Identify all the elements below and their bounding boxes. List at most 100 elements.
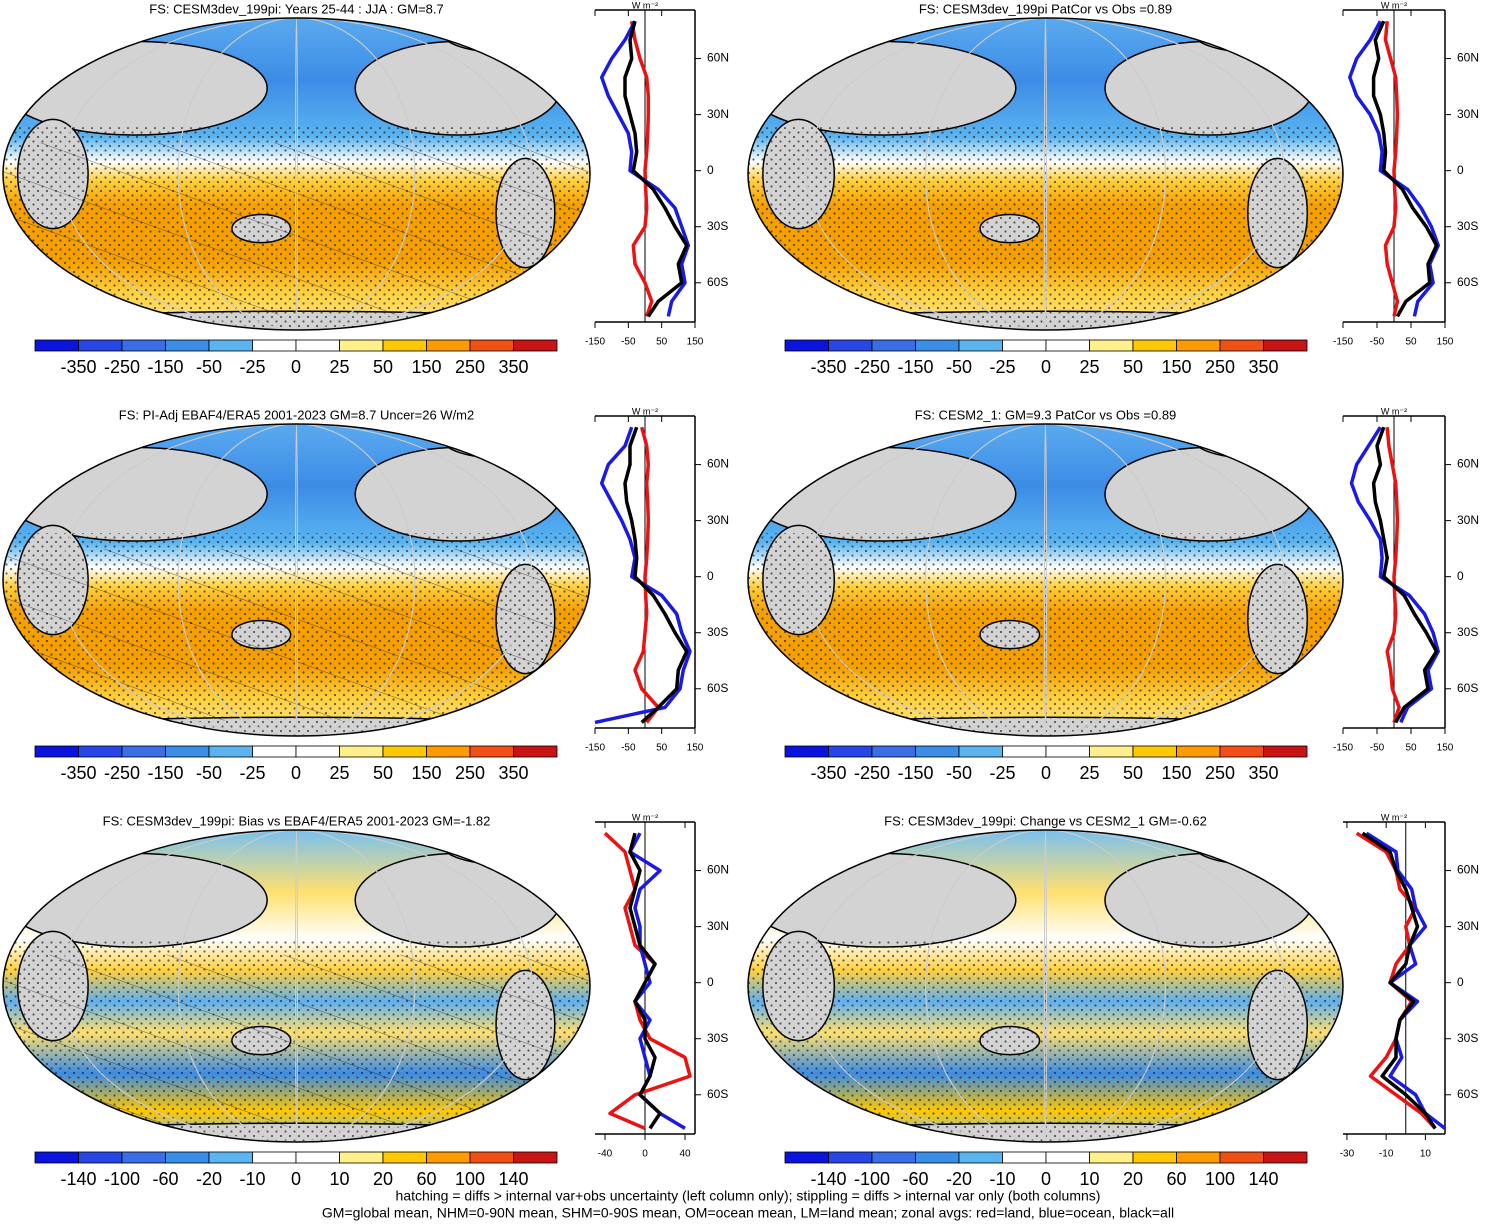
- colorbar-box: [426, 339, 471, 352]
- y-tick-label: 0: [1457, 569, 1464, 583]
- colorbar-box: [915, 745, 960, 758]
- colorbar-label: 150: [411, 763, 441, 783]
- colorbar-label: 140: [498, 1169, 528, 1189]
- colorbar-label: 20: [373, 1169, 393, 1189]
- colorbar-label: 50: [373, 357, 393, 377]
- colorbar-box: [1089, 745, 1134, 758]
- colorbar-label: -50: [946, 357, 972, 377]
- colorbar-box: [121, 339, 166, 352]
- map-title: FS: PI-Adj EBAF4/ERA5 2001-2023 GM=8.7 U…: [119, 407, 475, 422]
- y-tick-label: 60N: [707, 863, 729, 877]
- y-tick-label: 0: [707, 569, 714, 583]
- land: [442, 830, 562, 866]
- colorbar-label: 25: [329, 763, 349, 783]
- graticule: [177, 18, 416, 330]
- graticule: [925, 424, 1166, 736]
- colorbar-label: -25: [239, 763, 265, 783]
- colorbar-label: 25: [1079, 763, 1099, 783]
- colorbar-box: [208, 339, 253, 352]
- colorbar-box: [784, 339, 829, 352]
- y-tick-label: 0: [707, 975, 714, 989]
- x-tick-label: -50: [1370, 337, 1385, 348]
- land: [354, 40, 562, 136]
- colorbar-box: [34, 1151, 79, 1164]
- x-tick-label: -30: [1340, 1149, 1355, 1160]
- colorbar-box: [1263, 339, 1308, 352]
- land: [1104, 852, 1314, 948]
- colorbar-label: -100: [104, 1169, 140, 1189]
- colorbar-label: 100: [1205, 1169, 1235, 1189]
- colorbar-box: [252, 1151, 297, 1164]
- y-tick-label: 30S: [707, 219, 728, 233]
- zonal-line: [1349, 426, 1440, 724]
- colorbar-label: -250: [104, 763, 140, 783]
- graticule: [806, 18, 1285, 330]
- y-tick-label: 60N: [1457, 457, 1479, 471]
- colorbar-label: -250: [104, 357, 140, 377]
- graticule: [925, 18, 1166, 330]
- zonal-line: [1355, 831, 1437, 1130]
- colorbar-label: -350: [810, 763, 846, 783]
- colorbar-label: 100: [455, 1169, 485, 1189]
- y-tick-label: 60S: [1457, 1087, 1478, 1101]
- land: [1193, 424, 1314, 460]
- colorbar-box: [295, 339, 340, 352]
- colorbar-box: [382, 745, 427, 758]
- colorbar-box: [958, 1151, 1003, 1164]
- y-tick-label: 60S: [1457, 275, 1478, 289]
- colorbar-box: [1263, 1151, 1308, 1164]
- colorbar-box: [784, 1151, 829, 1164]
- colorbar-box: [784, 745, 829, 758]
- graticule: [1044, 18, 1047, 330]
- colorbar-label: -10: [989, 1169, 1015, 1189]
- x-tick-label: -150: [1333, 337, 1353, 348]
- graticule: [295, 424, 298, 736]
- colorbar-label: -25: [239, 357, 265, 377]
- colorbar-label: -150: [147, 763, 183, 783]
- y-tick-label: 60N: [707, 51, 729, 65]
- land: [442, 424, 562, 460]
- colorbar-label: 0: [291, 357, 301, 377]
- y-tick-label: 60S: [707, 681, 728, 695]
- colorbar-box: [513, 339, 558, 352]
- colorbar-label: 10: [329, 1169, 349, 1189]
- x-tick-label: -50: [621, 743, 636, 754]
- colorbar-box: [208, 745, 253, 758]
- colorbar-box: [339, 745, 384, 758]
- y-tick-label: 60N: [1457, 863, 1479, 877]
- y-tick-label: 0: [1457, 163, 1464, 177]
- zonal-line: [633, 426, 661, 724]
- x-tick-label: -40: [598, 1149, 613, 1160]
- colorbar-box: [78, 339, 123, 352]
- graticule: [806, 830, 1285, 1142]
- note: GM=global mean, NHM=0-90N mean, SHM=0-90…: [322, 1205, 1174, 1221]
- map: [748, 830, 1343, 1142]
- map-title: FS: CESM3dev_199pi: Change vs CESM2_1 GM…: [884, 813, 1207, 828]
- y-tick-label: 30N: [1457, 919, 1479, 933]
- stippling: [748, 533, 1343, 736]
- colorbar-label: -140: [810, 1169, 846, 1189]
- map-border: [747, 17, 1344, 331]
- colorbar-label: 50: [373, 763, 393, 783]
- colorbar-label: -150: [897, 357, 933, 377]
- y-tick-label: 60S: [707, 275, 728, 289]
- colorbar-box: [295, 1151, 340, 1164]
- map-border: [747, 829, 1344, 1143]
- colorbar-box: [382, 1151, 427, 1164]
- colorbar-box: [382, 339, 427, 352]
- colorbar-label: 0: [1041, 357, 1051, 377]
- y-tick-label: 0: [1457, 975, 1464, 989]
- colorbar-box: [426, 1151, 471, 1164]
- colorbar-label: 0: [1041, 1169, 1051, 1189]
- x-tick-label: 150: [687, 337, 704, 348]
- x-tick-label: 150: [1437, 743, 1454, 754]
- colorbar-label: -25: [989, 357, 1015, 377]
- stippling: [748, 127, 1343, 330]
- colorbar-label: 0: [291, 763, 301, 783]
- graticule: [295, 18, 298, 330]
- colorbar-label: 350: [1248, 763, 1278, 783]
- zonal-line: [629, 20, 654, 317]
- colorbar-label: 150: [411, 357, 441, 377]
- y-tick-label: 30S: [707, 1031, 728, 1045]
